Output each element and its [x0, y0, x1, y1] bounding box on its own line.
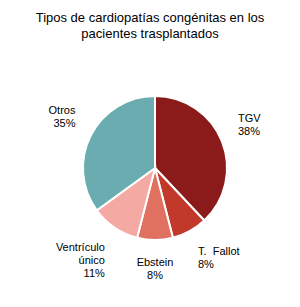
html-text:Tipos de cardiopatías congénit: Tipos de cardiopatías congénitas en los … [35, 10, 265, 41]
svg-text:Ebstein8%: Ebstein8% [137, 256, 174, 281]
svg-text:TGV38%: TGV38% [238, 112, 261, 137]
svg-text:T. Fallot8%: T. Fallot8% [198, 245, 240, 270]
svg-text:Ventrículoúnico11%: Ventrículoúnico11% [56, 241, 105, 279]
svg-text:Otros35%: Otros35% [49, 104, 76, 129]
